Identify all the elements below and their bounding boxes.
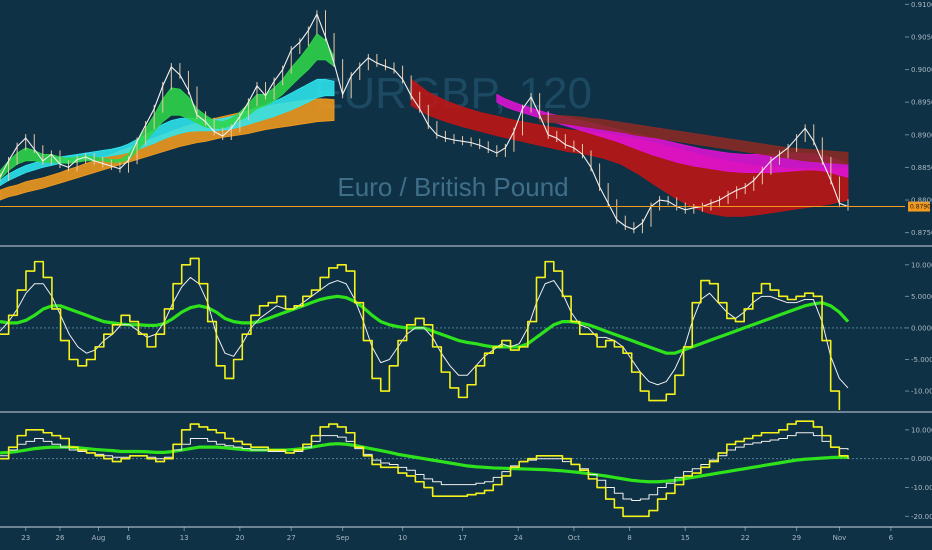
oscillator-1-panel [0, 257, 905, 410]
oscillator-2-yellow-line [0, 420, 849, 518]
time-axis-tick-label: 23 [21, 534, 30, 542]
time-axis-tick-label: 15 [681, 534, 690, 542]
time-axis-tick-label: 29 [792, 534, 801, 542]
oscillator-2-panel [0, 420, 905, 518]
oscillator-1-white-line [0, 276, 849, 389]
price-axis-tick-label: 0.90000 [911, 66, 932, 74]
watermark-description: Euro / British Pound [337, 172, 568, 202]
time-axis-tick-label: Oct [568, 534, 580, 542]
price-axis-tick-label: 0.88000 [911, 197, 932, 205]
ribbon-brown [539, 114, 849, 165]
price-series [0, 12, 849, 230]
time-axis-tick-label: Sep [336, 534, 350, 542]
price-plot [0, 10, 849, 234]
time-axis-tick-label: 20 [235, 534, 244, 542]
time-axis-tick-label: 17 [458, 534, 467, 542]
time-axis-tick-label: 13 [180, 534, 189, 542]
time-axis-tick-label: 6 [889, 534, 894, 542]
price-axis-tick-label: 0.89500 [911, 99, 932, 107]
time-axis-tick-label: 26 [55, 534, 64, 542]
oscillator-2-plot [0, 420, 905, 518]
oscillator-2-white-line [0, 432, 849, 501]
price-panel [0, 10, 905, 234]
price-axis-tick-label: 0.91000 [911, 1, 932, 9]
time-axis: 2326Aug6132027Sep101724Oct8152229Nov612 [21, 527, 894, 542]
price-axis-tick-label: 0.90500 [911, 33, 932, 41]
time-axis-tick-label: 6 [126, 534, 131, 542]
price-axis-tick-label: 0.88500 [911, 164, 932, 172]
oscillator-1-plot [0, 257, 905, 410]
time-axis-tick-label: 8 [627, 534, 631, 542]
time-axis-tick-label: 22 [741, 534, 750, 542]
price-axis-tick-label: 0.89000 [911, 131, 932, 139]
last-price-tag [908, 201, 930, 212]
price-axis-tick-label: 0.87500 [911, 229, 932, 237]
time-axis-tick-label: 27 [287, 534, 296, 542]
oscillator-1-yellow-line [0, 257, 841, 410]
time-axis-tick-label: 24 [514, 534, 523, 542]
time-axis-tick-label: 10 [398, 534, 407, 542]
time-axis-tick-label: Nov [833, 534, 847, 542]
time-axis-tick-label: Aug [92, 534, 106, 542]
oscillator-2-green-line [0, 442, 848, 484]
